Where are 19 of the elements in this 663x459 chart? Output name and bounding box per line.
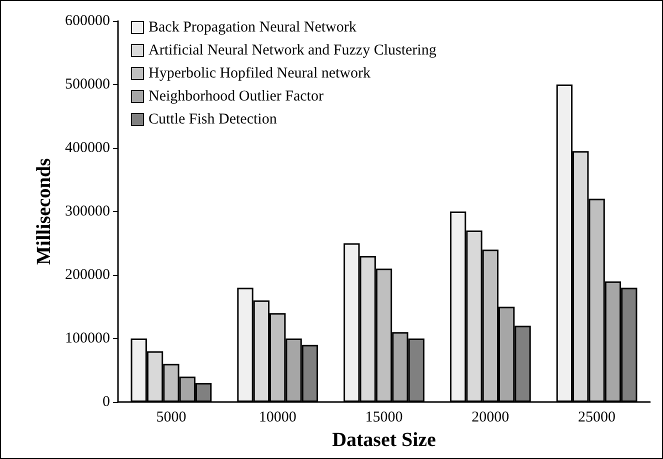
- y-tick-label: 300000: [65, 204, 110, 220]
- legend-label: Hyperbolic Hopfiled Neural network: [148, 66, 372, 82]
- legend-label: Artificial Neural Network and Fuzzy Clustering: [148, 42, 437, 58]
- legend-label: Cuttle Fish Detection: [148, 112, 278, 128]
- y-tick-label: 400000: [65, 140, 110, 156]
- legend-label: Back Propagation Neural Network: [148, 20, 357, 36]
- legend-label: Neighborhood Outlier Factor: [148, 88, 324, 104]
- y-tick-label: 200000: [65, 267, 110, 283]
- y-tick-label: 100000: [65, 330, 110, 346]
- x-tick-label: 20000: [472, 410, 510, 426]
- x-tick-label: 25000: [578, 410, 616, 426]
- x-axis-title: Dataset Size: [332, 428, 436, 451]
- x-tick-label: 5000: [156, 410, 186, 426]
- x-tick-label: 10000: [258, 410, 296, 426]
- y-tick-label: 600000: [65, 13, 110, 29]
- x-tick-label: 15000: [365, 410, 403, 426]
- y-axis-title: Milliseconds: [33, 158, 56, 265]
- y-tick-label: 0: [102, 394, 110, 410]
- y-tick-label: 500000: [65, 76, 110, 92]
